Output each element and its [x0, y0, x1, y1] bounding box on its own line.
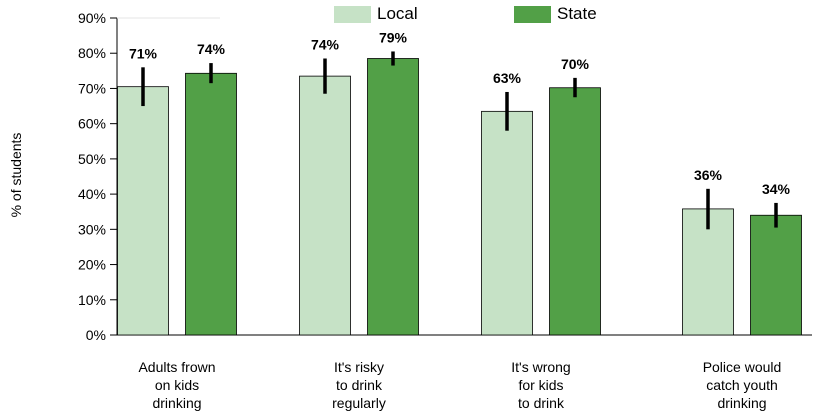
legend-label-state: State — [557, 4, 597, 23]
x-category-label: Adults frown on kids drinking — [138, 359, 215, 411]
x-category-label-line: for kids — [518, 377, 563, 393]
y-tick-label: 50% — [78, 151, 106, 167]
y-tick-label: 30% — [78, 221, 106, 237]
y-axis-label: % of students — [8, 133, 24, 218]
x-category-label: Police would catch youth drinking — [703, 359, 782, 411]
x-category-label-line: to drink — [518, 395, 565, 411]
legend-swatch-local — [334, 6, 371, 23]
x-category-label-line: on kids — [155, 377, 199, 393]
x-category-label-line: catch youth — [706, 377, 778, 393]
x-category-label-line: drinking — [717, 395, 766, 411]
x-category-label-line: to drink — [336, 377, 383, 393]
category-labels: Adults frown on kids drinking It's risky to … — [138, 359, 781, 411]
x-category-label: It's risky to drink regularly — [332, 359, 386, 411]
bars: 71% 74% 63% 36% 74% 79% 70% 34% — [117, 29, 802, 336]
bar-state — [367, 58, 419, 336]
data-label: 34% — [762, 181, 791, 197]
y-tick-label: 60% — [78, 116, 106, 132]
data-label: 74% — [197, 41, 226, 57]
legend-swatch-state — [514, 6, 551, 23]
x-category-label-line: It's wrong — [511, 359, 570, 375]
bar-local — [299, 75, 351, 336]
y-tick-label: 10% — [78, 292, 106, 308]
y-tick-label: 0% — [86, 327, 106, 343]
legend-label-local: Local — [377, 4, 418, 23]
x-category-label-line: It's risky — [334, 359, 384, 375]
bar-local — [117, 86, 169, 336]
y-tick-label: 80% — [78, 45, 106, 61]
y-tick-label: 40% — [78, 186, 106, 202]
x-category-label-line: Adults frown — [138, 359, 215, 375]
data-label: 63% — [493, 70, 522, 86]
axes: 0% 10% 20% 30% 40% 50% 60% 70% 80% 90% — [78, 10, 812, 343]
x-category-label: It's wrong for kids to drink — [511, 359, 570, 411]
x-category-label-line: drinking — [152, 395, 201, 411]
bar-state — [750, 214, 802, 336]
x-category-label-line: regularly — [332, 395, 386, 411]
bar-local — [481, 110, 533, 336]
data-label: 36% — [694, 167, 723, 183]
x-category-label-line: Police would — [703, 359, 782, 375]
bar-state — [185, 72, 237, 336]
data-label: 71% — [129, 45, 158, 61]
y-tick-label: 90% — [78, 10, 106, 26]
y-tick-label: 20% — [78, 257, 106, 273]
data-label: 70% — [561, 56, 590, 72]
data-label: 79% — [379, 29, 408, 45]
data-label: 74% — [311, 37, 340, 53]
bar-state — [549, 87, 601, 336]
y-tick-label: 70% — [78, 80, 106, 96]
legend: Local State — [334, 4, 597, 23]
